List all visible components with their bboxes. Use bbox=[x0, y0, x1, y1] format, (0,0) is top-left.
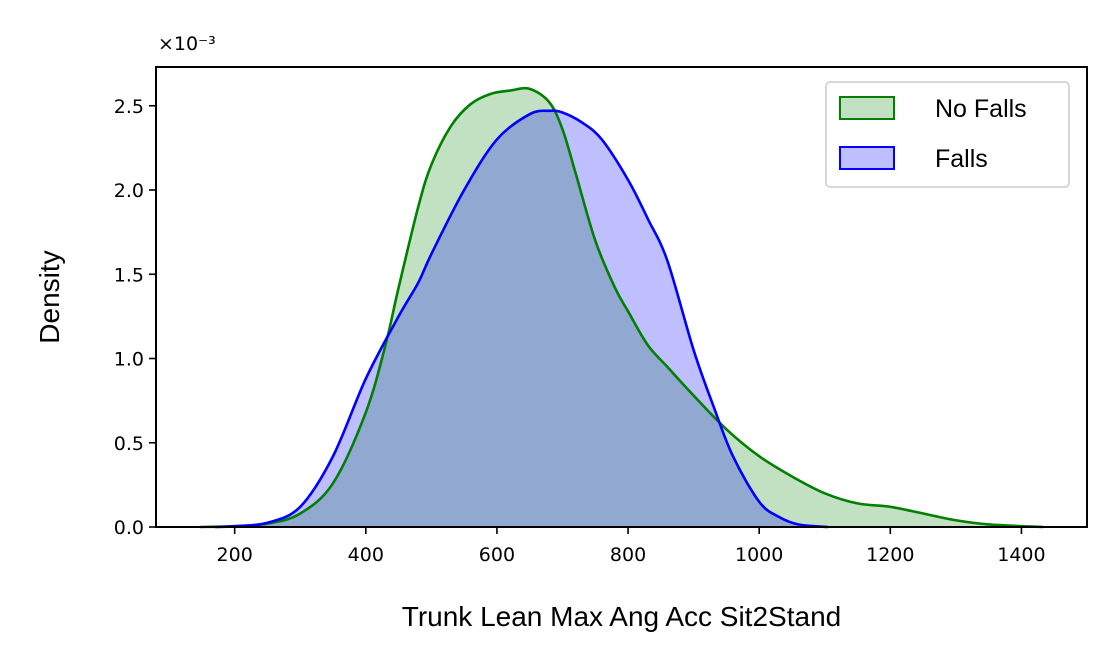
x-tick-label: 1200 bbox=[866, 544, 914, 566]
plot-frame bbox=[155, 66, 1088, 528]
area-falls bbox=[215, 110, 829, 527]
x-tick-label: 200 bbox=[217, 544, 253, 566]
y-tick-label: 0.0 bbox=[114, 517, 144, 539]
x-tick-label: 400 bbox=[348, 544, 384, 566]
x-tick-label: 1400 bbox=[997, 544, 1045, 566]
y-tick-label: 0.5 bbox=[114, 433, 144, 455]
line-no-falls bbox=[199, 86, 1044, 529]
x-axis-label: Trunk Lean Max Ang Acc Sit2Stand bbox=[402, 601, 841, 632]
x-axis-ticks: 200 400 600 800 1000 1200 1400 bbox=[217, 527, 1046, 566]
y-tick-label: 2.0 bbox=[114, 180, 144, 202]
x-tick-label: 1000 bbox=[735, 544, 783, 566]
line-falls bbox=[214, 109, 829, 529]
y-tick-label: 2.5 bbox=[114, 96, 144, 118]
y-axis-label: Density bbox=[34, 250, 65, 343]
y-multiplier-label: ×10⁻³ bbox=[158, 33, 216, 55]
y-tick-label: 1.5 bbox=[114, 264, 144, 286]
legend-swatch-no-falls bbox=[839, 96, 895, 120]
legend: No Falls Falls bbox=[825, 81, 1070, 188]
y-tick-label: 1.0 bbox=[114, 349, 144, 371]
x-tick-label: 800 bbox=[610, 544, 646, 566]
x-tick-label: 600 bbox=[479, 544, 515, 566]
legend-box bbox=[825, 81, 1070, 188]
legend-swatch-falls bbox=[839, 146, 895, 170]
area-no-falls bbox=[199, 88, 1044, 528]
y-axis-ticks: 0.0 0.5 1.0 1.5 2.0 2.5 bbox=[114, 96, 156, 539]
legend-label-no-falls: No Falls bbox=[935, 95, 1027, 123]
legend-label-falls: Falls bbox=[935, 145, 988, 173]
plot-area bbox=[199, 86, 1044, 529]
